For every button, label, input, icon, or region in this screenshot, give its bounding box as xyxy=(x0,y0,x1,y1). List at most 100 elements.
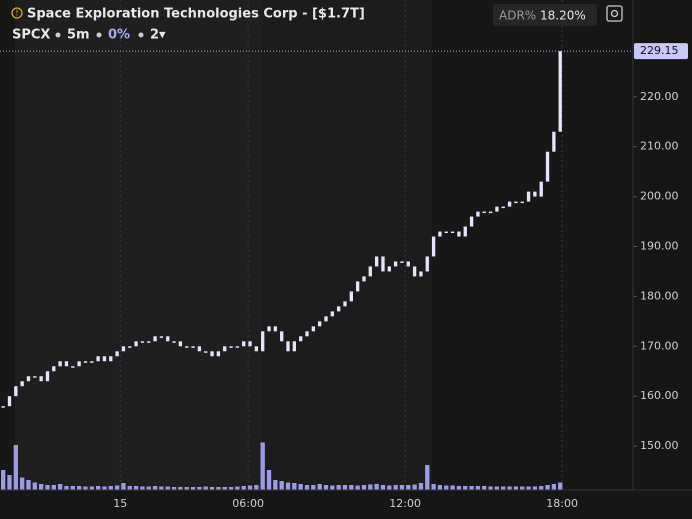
volume-bar xyxy=(171,487,177,490)
y-tick-label: 210.00 xyxy=(640,140,679,153)
candle xyxy=(438,231,442,237)
volume-bar xyxy=(298,484,303,490)
volume-bar xyxy=(209,487,215,490)
screenshot-button[interactable] xyxy=(606,5,623,22)
candle xyxy=(362,276,366,282)
volume-bar xyxy=(450,485,455,490)
adr-value: 18.20% xyxy=(540,9,586,23)
candle xyxy=(374,256,379,267)
warning-icon xyxy=(11,7,23,19)
candle xyxy=(1,406,5,408)
volume-bar xyxy=(342,485,348,490)
candle xyxy=(109,356,113,362)
candle xyxy=(488,211,493,214)
candle xyxy=(431,236,436,257)
candle xyxy=(248,341,252,347)
last-price-box xyxy=(634,43,688,60)
y-tick-label: 160.00 xyxy=(640,389,679,402)
title: Space Exploration Technologies Corp - [$… xyxy=(27,7,365,22)
candle xyxy=(400,261,404,263)
candle xyxy=(501,206,505,209)
candle xyxy=(406,261,410,267)
candle xyxy=(286,341,290,352)
volume-bar xyxy=(45,485,50,490)
candle xyxy=(235,346,240,348)
volume-bar xyxy=(279,481,284,490)
volume-bar xyxy=(146,486,151,490)
volume-bar xyxy=(488,486,493,490)
volume-bar xyxy=(32,482,37,490)
volume-bar xyxy=(482,486,487,490)
adr-label: ADR% xyxy=(499,9,536,23)
candle xyxy=(368,266,372,277)
candle xyxy=(96,356,100,362)
candle xyxy=(115,351,119,357)
volume-bar xyxy=(1,470,6,490)
volume-bar xyxy=(437,485,443,490)
volume-bar xyxy=(475,486,481,490)
x-tick-label: 15 xyxy=(113,497,127,510)
candle xyxy=(552,131,556,152)
candle xyxy=(514,201,518,204)
candle xyxy=(223,346,227,352)
volume-bar xyxy=(70,486,75,490)
candle xyxy=(90,361,94,363)
volume-bar xyxy=(311,485,316,490)
candle xyxy=(14,386,18,397)
volume-bar xyxy=(95,486,101,490)
volume-bar xyxy=(247,485,253,490)
candle xyxy=(520,201,524,204)
volume-bar xyxy=(64,486,69,490)
candle xyxy=(166,336,170,342)
volume-bar xyxy=(273,480,278,490)
candle xyxy=(457,231,461,237)
volume-bar xyxy=(260,442,265,490)
x-tick-label: 12:00 xyxy=(389,497,421,510)
candle xyxy=(495,206,499,212)
screenshot-button xyxy=(610,9,619,18)
candle xyxy=(393,261,398,267)
interval[interactable]: 5m xyxy=(67,28,90,43)
separator xyxy=(96,32,102,38)
volume-bar xyxy=(228,487,234,490)
volume-bar xyxy=(241,486,246,490)
volume-bar xyxy=(513,486,519,490)
y-tick-label: 170.00 xyxy=(640,339,679,352)
candle xyxy=(242,341,246,347)
candle xyxy=(64,361,69,367)
volume-bar xyxy=(412,484,417,490)
volume-bar xyxy=(317,484,322,490)
candle xyxy=(507,201,512,207)
candle xyxy=(254,346,259,352)
volume-bar xyxy=(121,483,126,490)
candle xyxy=(476,211,480,217)
volume-bar xyxy=(26,480,31,490)
candle xyxy=(102,356,107,362)
candle xyxy=(539,181,543,197)
candle xyxy=(197,346,202,352)
volume-bar xyxy=(323,485,329,490)
volume-bar xyxy=(456,486,462,490)
volume-bar xyxy=(152,486,158,490)
volume-bar xyxy=(197,487,202,490)
volume-bar xyxy=(178,487,183,490)
y-tick-label: 200.00 xyxy=(640,190,679,203)
volume-bar xyxy=(349,485,354,490)
count[interactable]: 2▾ xyxy=(150,28,166,43)
y-tick-label: 220.00 xyxy=(640,90,679,103)
volume-bar xyxy=(165,486,170,490)
candle xyxy=(280,331,284,342)
volume-bar xyxy=(51,485,56,490)
candle xyxy=(128,346,132,348)
candle xyxy=(83,361,88,363)
volume-bar xyxy=(235,486,240,490)
candle xyxy=(7,396,12,407)
volume-bar xyxy=(374,484,379,490)
volume-bar xyxy=(361,485,367,490)
volume-bar xyxy=(355,485,360,490)
candle xyxy=(229,346,233,348)
volume-bar xyxy=(266,470,272,490)
volume-bar xyxy=(431,484,436,490)
volume-bar xyxy=(76,486,82,490)
candle xyxy=(463,226,467,237)
